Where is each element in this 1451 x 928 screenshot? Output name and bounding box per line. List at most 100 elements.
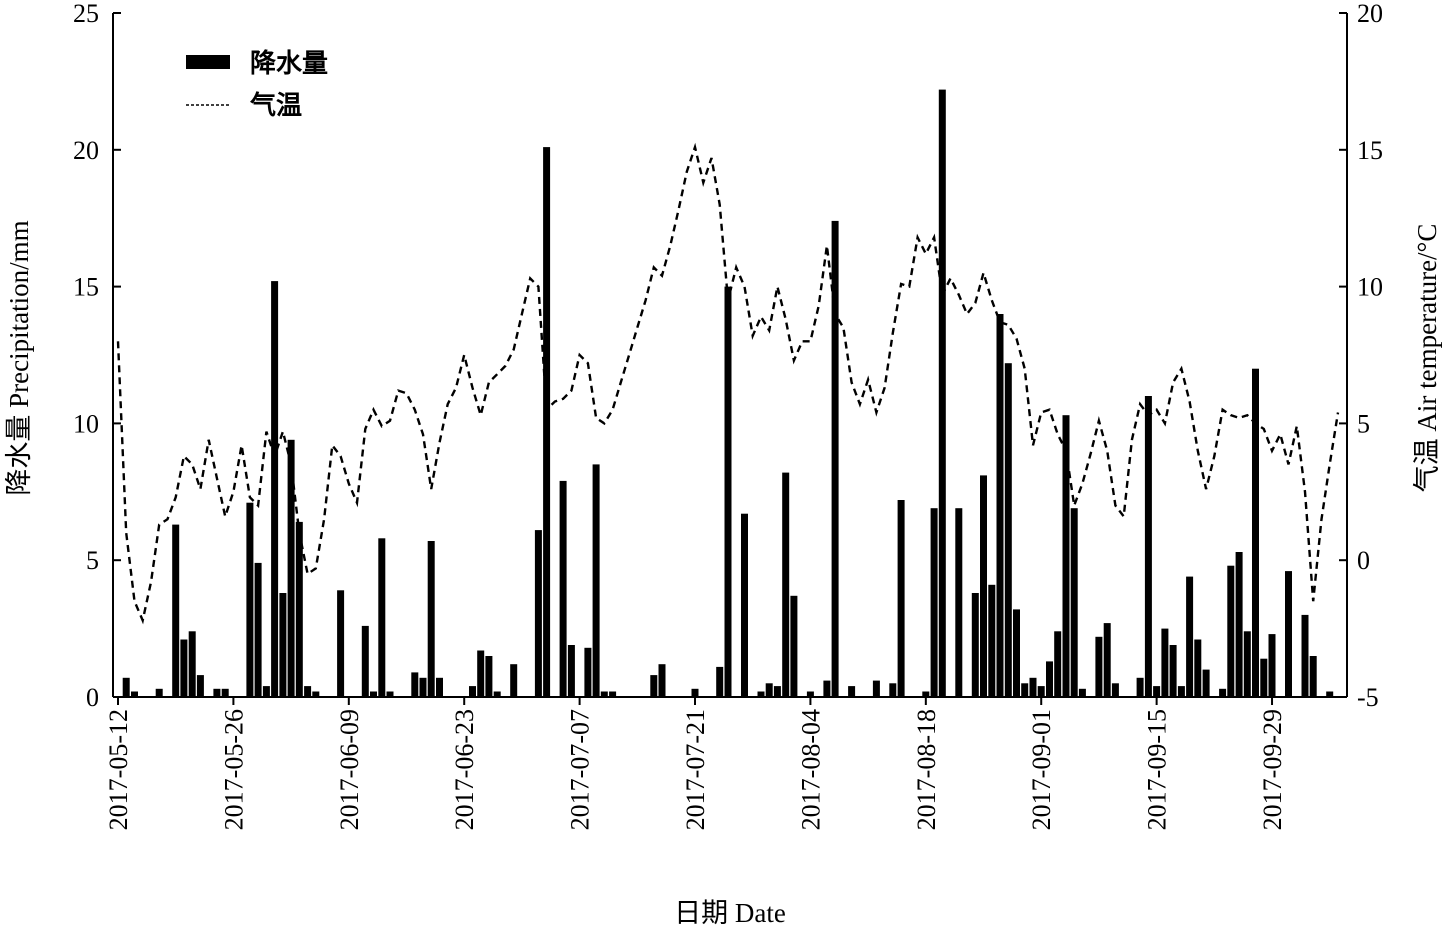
precipitation-bar [1062,415,1070,697]
precipitation-bar [584,647,592,697]
x-tick-label: 2017-06-23 [450,709,479,830]
precipitation-bar [196,675,204,697]
precipitation-bar [765,683,773,697]
precipitation-bar [1153,686,1161,697]
x-tick-label: 2017-07-21 [681,709,710,830]
precipitation-bar [1177,686,1185,697]
precipitation-bar [312,691,320,697]
precipitation-bar [155,688,163,697]
precipitation-bar [609,691,617,697]
precipitation-bar [419,677,427,697]
precipitation-bar [790,595,798,697]
precipitation-bar [172,524,180,697]
precipitation-bar [534,530,542,697]
precipitation-bar [1029,677,1037,697]
precipitation-bar [1260,658,1268,697]
precipitation-bar [1070,508,1078,697]
right-y-tick-label: 20 [1357,0,1383,28]
precipitation-bar [1194,639,1202,697]
precipitation-bar [361,625,369,697]
legend-label-precipitation: 降水量 [250,49,328,79]
precipitation-bar [1013,609,1020,697]
precipitation-bar [773,686,781,697]
precipitation-bar [180,639,188,697]
precipitation-bar [131,691,138,697]
precipitation-bar [716,666,724,697]
x-axis-title: 日期 Date [674,898,786,928]
precipitation-bar [485,656,493,697]
precipitation-bar [996,314,1004,697]
precipitation-bar [1243,631,1251,697]
precipitation-bar [1054,631,1062,697]
precipitation-bar [493,691,501,697]
legend: 降水量 气温 [186,49,328,121]
precipitation-bar [1078,688,1086,697]
precipitation-bar [304,686,312,697]
precipitation-bar [477,650,485,697]
precipitation-bar [246,502,254,697]
precipitation-bar [295,521,303,697]
right-y-tick-label: 0 [1357,546,1370,575]
precipitation-bar [122,677,130,697]
precipitation-bar [1268,634,1276,697]
left-y-tick-label: 15 [73,273,99,302]
precipitation-bar [1326,691,1334,697]
precipitation-bar [543,147,551,698]
precipitation-bar [427,541,435,697]
precipitation-bar [757,691,765,697]
left-y-tick-label: 0 [86,683,99,712]
precipitation-bar [1235,552,1243,697]
x-tick-label: 2017-06-09 [335,709,364,830]
precipitation-bar [1111,683,1119,697]
precipitation-bar [848,686,856,697]
x-tick-label: 2017-05-12 [104,709,133,830]
left-y-tick-label: 20 [73,136,99,165]
precipitation-bar [831,220,839,697]
precipitation-bar [872,680,880,697]
left-y-tick-label: 25 [73,0,99,28]
precipitation-bar [1219,688,1227,697]
precipitation-bar [213,688,221,697]
x-tick-label: 2017-07-07 [566,709,595,830]
x-tick-label: 2017-09-29 [1258,709,1287,830]
precipitation-bar [370,691,377,697]
legend-label-temperature: 气温 [249,90,302,121]
right-y-axis-title: 气温 Air temperature/°C [1412,224,1442,493]
precipitation-bar [897,500,905,697]
precipitation-bar [271,281,279,697]
precipitation-bar [988,584,996,697]
precipitation-bar [823,680,831,697]
precipitation-bar [1021,683,1029,697]
precipitation-bars [122,89,1334,698]
precipitation-bar [287,439,295,697]
left-y-tick-label: 10 [73,409,99,438]
air-temperature-line [116,142,1340,625]
precipitation-bar [1095,636,1103,697]
precipitation-bar [469,686,476,697]
precipitation-bar [1037,686,1045,697]
x-tick-label: 2017-09-01 [1027,709,1056,830]
precipitation-bar [510,664,518,697]
precipitation-bar [188,631,196,697]
precipitation-bar [1169,645,1177,697]
precipitation-bar [938,89,946,698]
precipitation-bar [1103,623,1111,697]
precipitation-bar [658,664,666,697]
precipitation-bar [221,688,229,697]
precipitation-bar [1046,661,1053,697]
precipitation-bar [600,691,608,697]
precipitation-bar [279,593,287,697]
x-tick-label: 2017-05-26 [219,709,248,830]
precipitation-bar [337,590,345,697]
precipitation-bar [1004,363,1012,697]
left-y-tick-label: 5 [86,546,99,575]
precipitation-bar [971,593,979,697]
precipitation-bar [922,691,930,697]
precipitation-bar [889,683,897,697]
precipitation-bar [782,472,790,697]
precipitation-bar [1202,669,1210,697]
precipitation-bar [724,286,732,697]
precipitation-bar [1301,614,1309,697]
legend-swatch-precipitation [186,55,230,69]
